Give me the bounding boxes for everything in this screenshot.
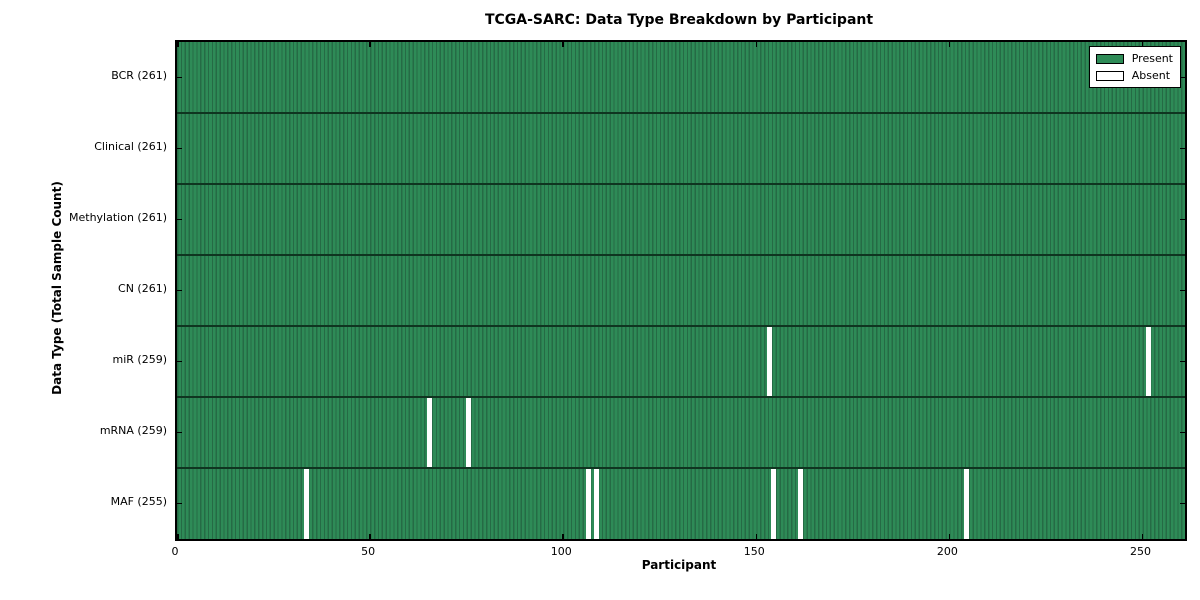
y-tick-mark <box>177 502 182 505</box>
y-tick-mark <box>1180 147 1185 150</box>
x-axis-label: Participant <box>641 558 717 572</box>
absent-marker <box>427 397 433 468</box>
absent-marker <box>1145 326 1151 397</box>
x-tick-label: 0 <box>171 545 179 558</box>
row-divider <box>177 395 1185 399</box>
y-tick-mark <box>1180 431 1185 434</box>
present-swatch <box>1095 53 1124 64</box>
x-tick-mark <box>755 42 758 47</box>
chart-title: TCGA-SARC: Data Type Breakdown by Partic… <box>484 12 874 28</box>
absent-marker <box>585 468 591 539</box>
x-tick-mark <box>562 534 564 539</box>
legend-entry-present: Present <box>1095 50 1173 67</box>
y-tick-mark <box>177 431 182 434</box>
x-tick-mark <box>1141 534 1144 539</box>
y-tick-mark <box>177 147 182 150</box>
legend-present-label: Present <box>1131 52 1173 65</box>
y-tick-mark <box>177 218 182 221</box>
x-tick-label: 200 <box>936 545 958 558</box>
x-tick-mark <box>562 42 564 47</box>
row-divider <box>177 466 1185 470</box>
absent-marker <box>767 326 773 397</box>
y-tick-mark <box>177 76 182 79</box>
y-tick-label: BCR (261) <box>111 68 167 82</box>
absent-marker <box>771 468 777 539</box>
x-tick-mark <box>177 534 179 539</box>
x-tick-label: 250 <box>1130 545 1152 558</box>
absent-marker <box>466 397 472 468</box>
x-tick-mark <box>177 42 179 47</box>
x-tick-mark <box>369 42 371 47</box>
x-tick-label: 50 <box>361 545 376 558</box>
absent-marker <box>964 468 970 539</box>
y-tick-mark <box>1180 289 1185 292</box>
row-divider <box>177 182 1185 186</box>
y-tick-label: miR (259) <box>112 352 168 366</box>
row-divider <box>177 111 1185 115</box>
absent-swatch <box>1095 70 1124 81</box>
y-tick-mark <box>177 289 182 292</box>
x-tick-mark <box>369 534 371 539</box>
absent-marker <box>798 468 804 539</box>
row-divider <box>177 253 1185 257</box>
y-tick-mark <box>1180 360 1185 363</box>
legend-absent-label: Absent <box>1131 69 1171 82</box>
plot-area: Present Absent <box>175 40 1187 541</box>
legend-entry-absent: Absent <box>1095 67 1173 84</box>
absent-marker <box>593 468 599 539</box>
y-tick-label: Methylation (261) <box>69 210 167 224</box>
x-tick-mark <box>948 42 951 47</box>
x-tick-mark <box>948 534 951 539</box>
x-tick-mark <box>755 534 758 539</box>
x-tick-mark <box>1141 42 1144 47</box>
y-tick-label: mRNA (259) <box>99 423 167 437</box>
y-tick-label: Clinical (261) <box>94 139 167 153</box>
y-tick-mark <box>1180 502 1185 505</box>
y-tick-label: MAF (255) <box>110 494 167 508</box>
row-divider <box>177 324 1185 328</box>
x-tick-label: 100 <box>550 545 572 558</box>
absent-marker <box>303 468 309 539</box>
legend: Present Absent <box>1088 46 1181 88</box>
x-tick-label: 150 <box>743 545 765 558</box>
y-tick-mark <box>1180 218 1185 221</box>
y-tick-label: CN (261) <box>118 281 167 295</box>
y-tick-mark <box>177 360 182 363</box>
y-tick-mark <box>1180 76 1185 79</box>
